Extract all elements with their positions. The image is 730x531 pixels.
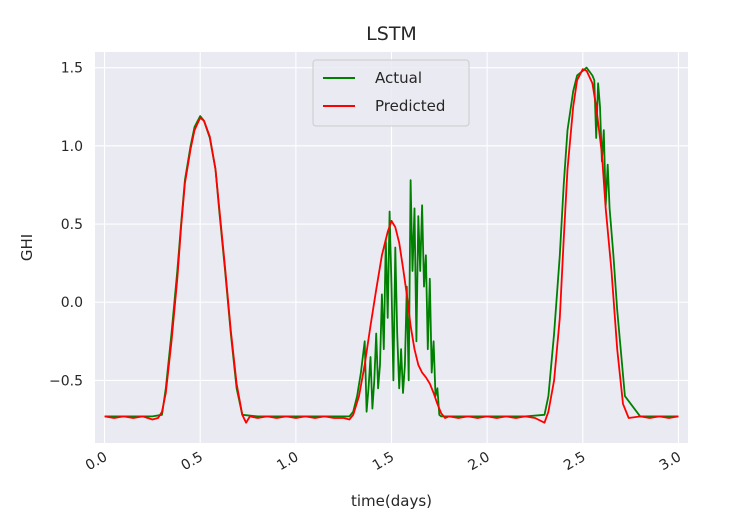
- y-tick-label: −0.5: [49, 373, 83, 389]
- chart-title: LSTM: [366, 23, 417, 45]
- legend: Actual Predicted: [312, 59, 470, 127]
- y-tick-label: 0.0: [61, 295, 83, 311]
- y-tick-label: 1.5: [61, 61, 83, 77]
- x-axis-ticks: 0.0 0.5 1.0 1.5 2.0 2.5 3.0: [83, 449, 684, 474]
- x-tick-label: 0.0: [83, 449, 110, 474]
- x-axis-label: time(days): [351, 492, 432, 510]
- y-axis-label: GHI: [18, 234, 36, 261]
- legend-label-actual: Actual: [375, 69, 422, 87]
- x-tick-label: 2.0: [466, 449, 493, 474]
- gridlines: [95, 52, 688, 443]
- x-tick-label: 2.5: [561, 449, 588, 474]
- x-tick-label: 1.0: [274, 449, 301, 474]
- legend-box: [312, 59, 470, 127]
- y-tick-label: 1.0: [61, 139, 83, 155]
- x-tick-label: 3.0: [657, 449, 684, 474]
- x-tick-label: 0.5: [179, 449, 206, 474]
- legend-label-predicted: Predicted: [375, 97, 445, 115]
- series-layer: [104, 66, 679, 424]
- y-tick-label: 0.5: [61, 217, 83, 233]
- x-tick-label: 1.5: [370, 449, 397, 474]
- y-axis-ticks: −0.5 0.0 0.5 1.0 1.5: [49, 61, 83, 390]
- series-line-predicted: [104, 68, 679, 424]
